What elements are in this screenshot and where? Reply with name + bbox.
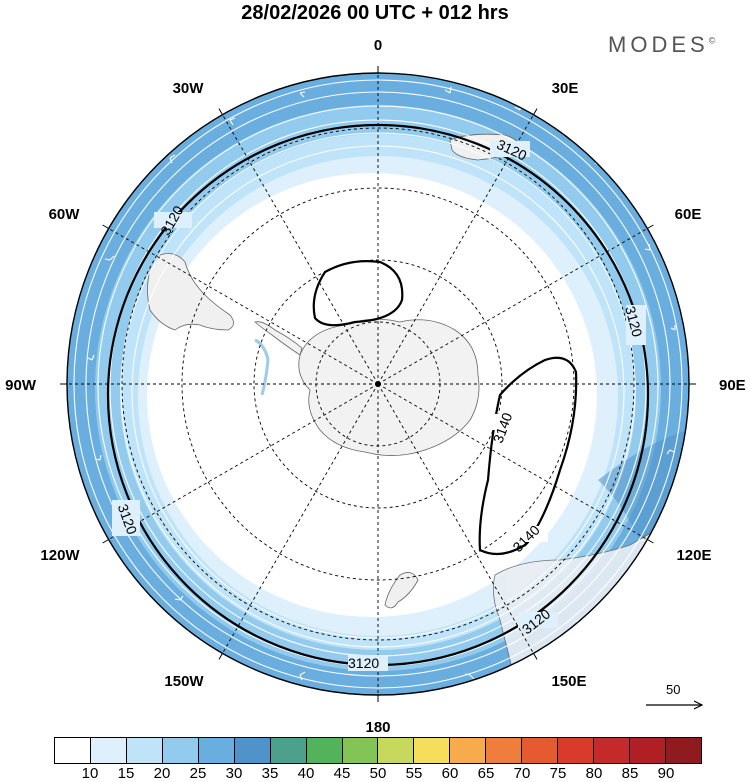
polar-map: 3120 3120 3120 3120 3120 3120 3140 3140 … (5, 37, 746, 735)
legend-label: 70 (513, 765, 531, 782)
legend-label: 85 (621, 765, 639, 782)
legend-swatch (234, 738, 271, 763)
legend-label: 40 (297, 765, 315, 782)
legend-label: 10 (81, 765, 99, 782)
lon-label-30e: 30E (552, 80, 579, 97)
legend-swatch (126, 738, 163, 763)
legend-label: 75 (549, 765, 567, 782)
lon-label-150e: 150E (551, 673, 586, 690)
lon-label-120w: 120W (40, 547, 80, 564)
legend-swatch (342, 738, 379, 763)
contour-3140-north (312, 260, 404, 327)
legend-swatch (665, 738, 701, 763)
lon-label-90e: 90E (719, 377, 746, 394)
legend-swatch (306, 738, 343, 763)
lon-label-120e: 120E (676, 547, 711, 564)
legend-label: 80 (585, 765, 603, 782)
legend-swatch (270, 738, 307, 763)
legend-label: 50 (369, 765, 387, 782)
antarctica (298, 318, 480, 456)
legend-labels: 10 15 20 25 30 35 40 45 50 55 60 65 70 7… (54, 765, 702, 782)
color-legend (54, 737, 702, 764)
legend-swatch (55, 738, 91, 763)
lon-label-60w: 60W (49, 206, 81, 223)
legend-label: 30 (225, 765, 243, 782)
contour-label: 3120 (622, 304, 646, 338)
legend-swatch (162, 738, 199, 763)
lon-label-60e: 60E (675, 206, 702, 223)
legend-swatch (378, 738, 415, 763)
legend-swatch (90, 738, 127, 763)
legend-label: 55 (405, 765, 423, 782)
legend-label: 15 (117, 765, 135, 782)
longitude-labels: 0 30E 60E 90E 120E 150E 180 150W 120W 90… (5, 37, 746, 735)
legend-label: 60 (441, 765, 459, 782)
legend-label: 25 (189, 765, 207, 782)
legend-swatch (558, 738, 595, 763)
contour-label: 3120 (348, 655, 379, 671)
legend-label: 45 (333, 765, 351, 782)
boundary-ticks (60, 66, 696, 702)
legend-swatch (594, 738, 630, 763)
legend-label: 20 (153, 765, 171, 782)
copyright-mark: © (708, 35, 716, 46)
legend-swatch (414, 738, 451, 763)
lon-label-150w: 150W (164, 673, 204, 690)
falkland-coast (254, 338, 270, 396)
legend-swatch (522, 738, 559, 763)
lon-label-30w: 30W (173, 80, 205, 97)
contour-3140-east (478, 356, 578, 556)
lon-label-90w: 90W (5, 377, 37, 394)
brand-name: MODES (608, 32, 709, 57)
legend-swatch (630, 738, 666, 763)
lon-label-180: 180 (365, 719, 390, 735)
legend-swatch (450, 738, 487, 763)
legend-swatch (486, 738, 523, 763)
reference-vector-label: 50 (666, 682, 681, 697)
lon-label-0: 0 (374, 37, 382, 54)
legend-label: 35 (261, 765, 279, 782)
legend-label: 65 (477, 765, 495, 782)
map-title: 28/02/2026 00 UTC + 012 hrs (241, 2, 509, 24)
new-zealand (384, 572, 419, 609)
south-pole-dot (375, 381, 381, 387)
reference-vector (646, 700, 704, 710)
brand-logo: MODES© (608, 32, 715, 58)
legend-swatch (198, 738, 235, 763)
south-america (147, 253, 234, 331)
legend-label: 90 (657, 765, 675, 782)
